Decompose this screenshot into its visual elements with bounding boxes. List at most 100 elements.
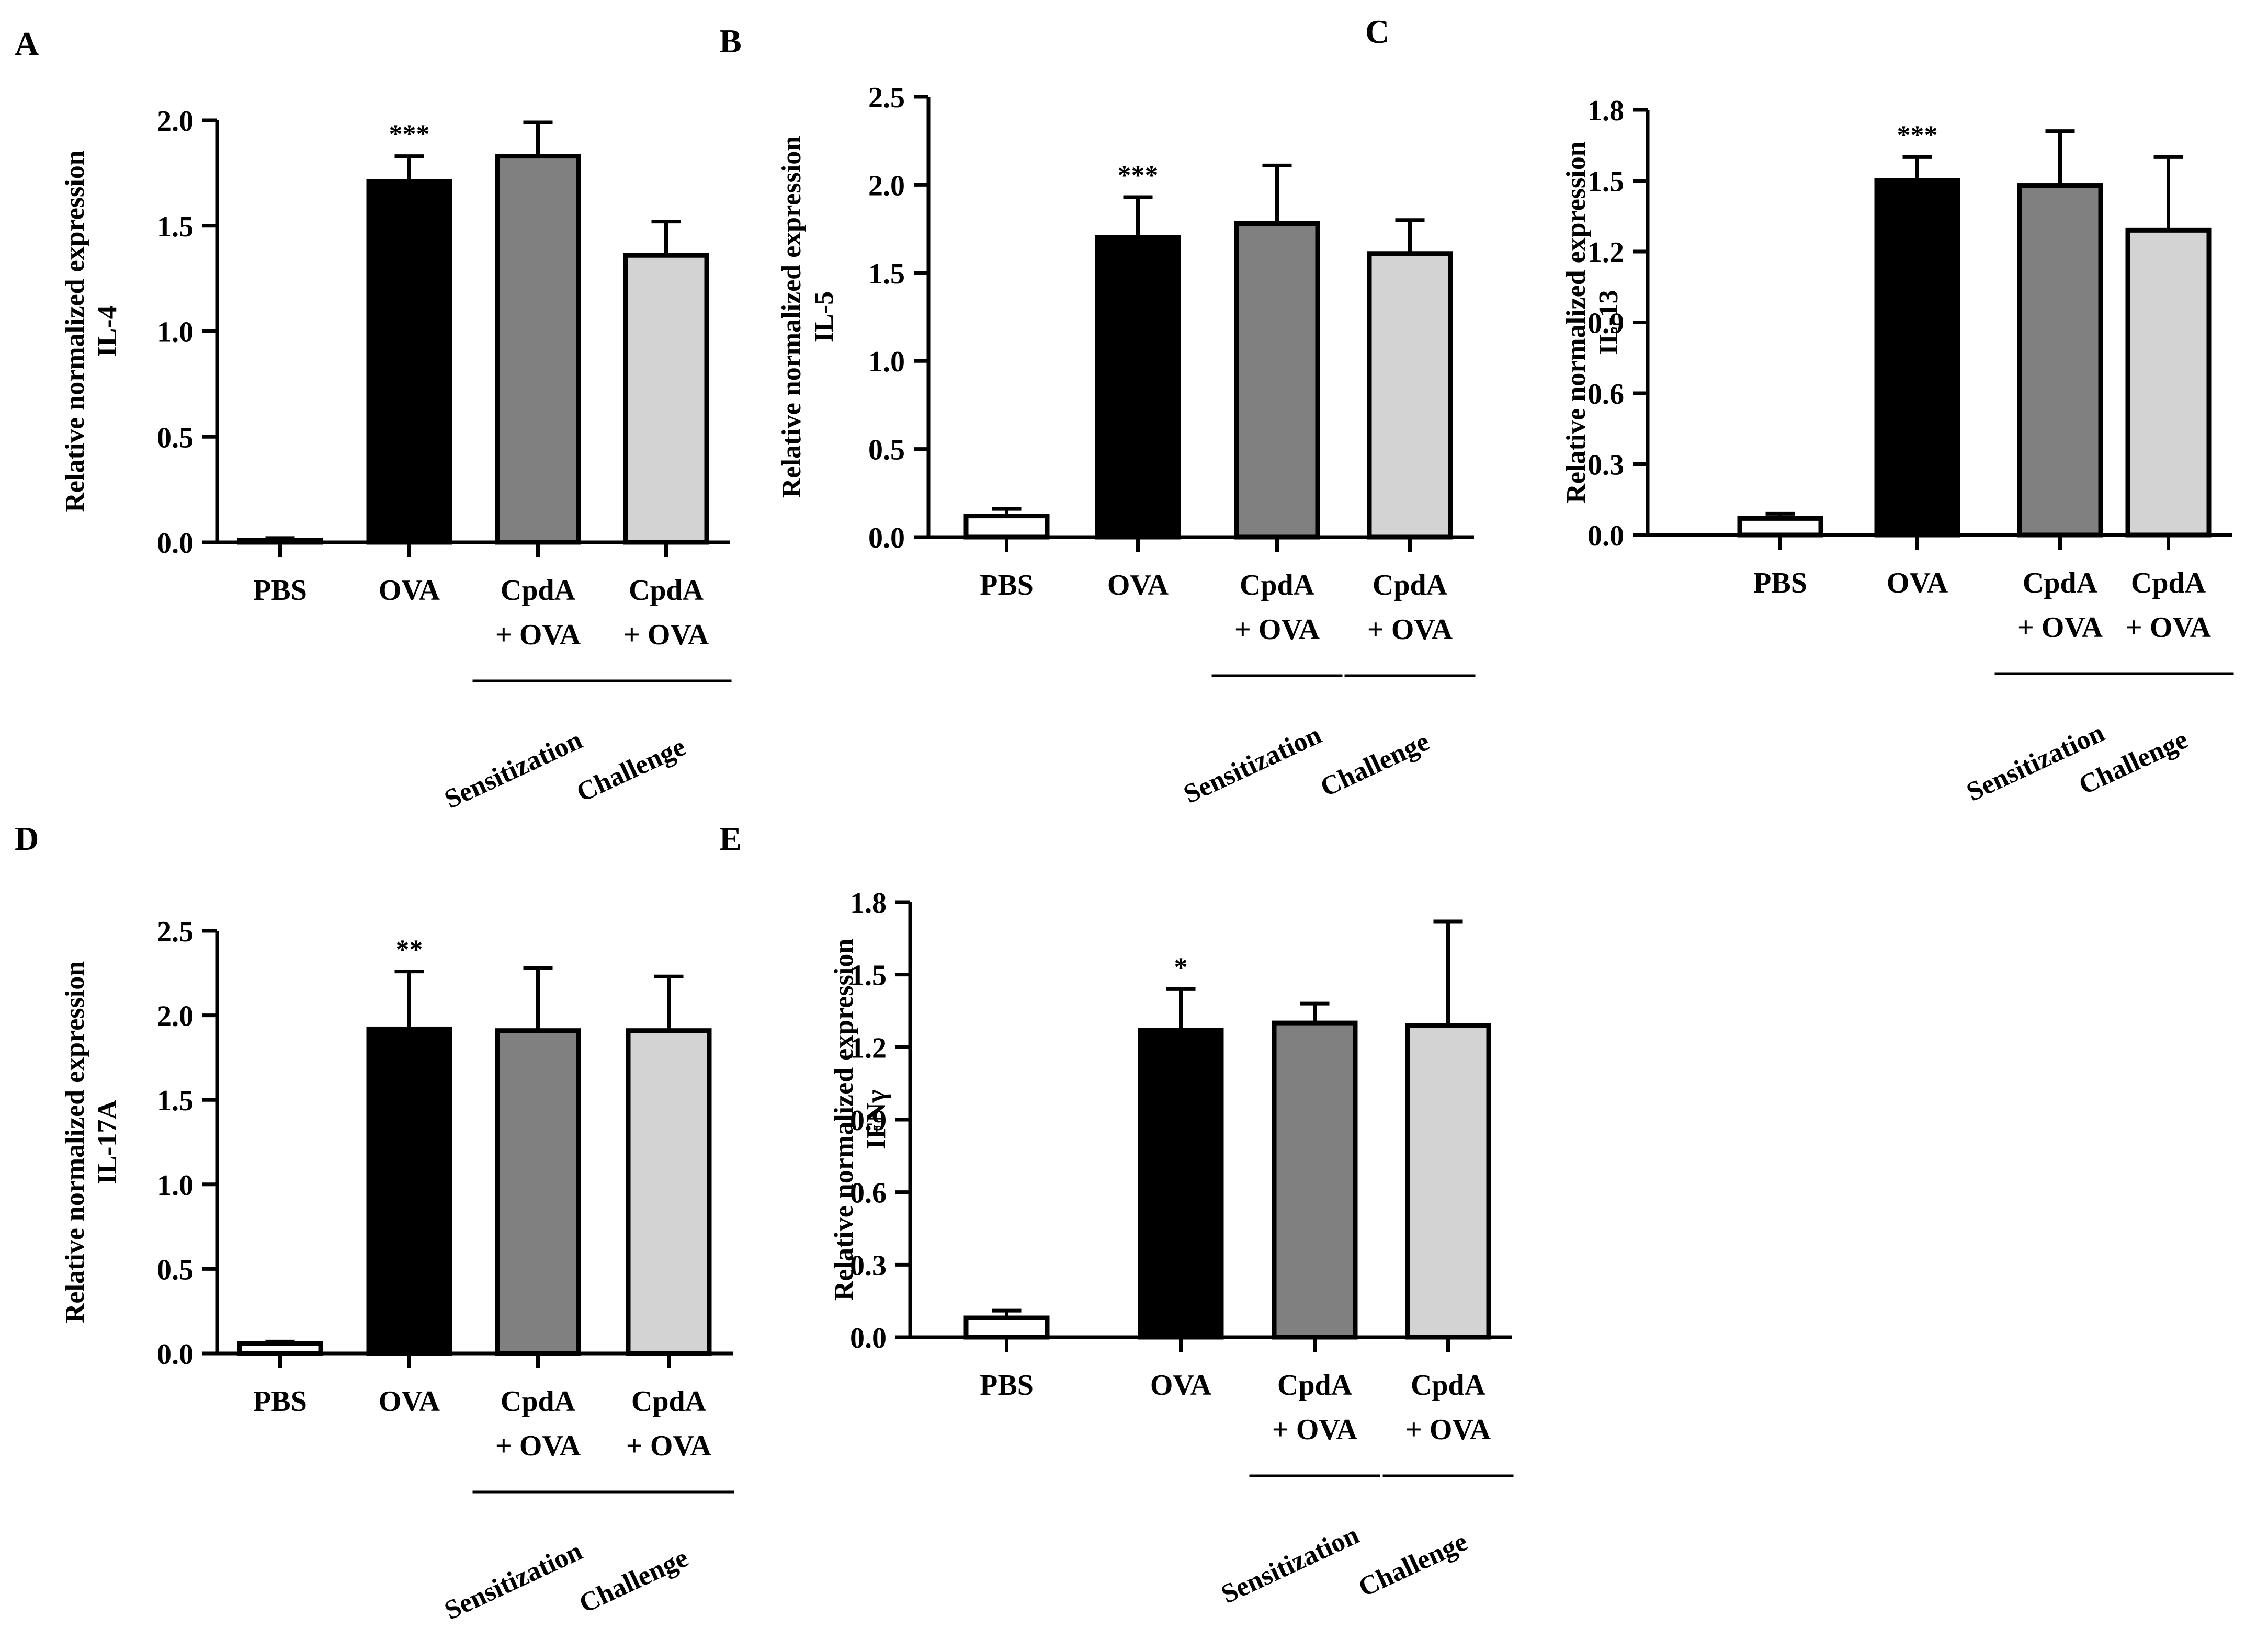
panel-d: D 0.0 0.5 1.0 1.5 2.0 2.5 Relative normalized e… [15, 820, 734, 1626]
bar-chal [2125, 227, 2212, 538]
significance-label: *** [389, 120, 430, 150]
y-axis-label-gene: IL-13 [1594, 290, 1624, 355]
bar-pbs [237, 1341, 323, 1356]
bar-ova [1138, 1028, 1224, 1340]
group-label-sensitization: Sensitization [440, 1536, 587, 1625]
bar-chal [626, 1028, 712, 1356]
category-label-line: + OVA [626, 1430, 712, 1462]
category-label: CpdA + OVA [1272, 1369, 1358, 1446]
bar-chal [1367, 251, 1453, 540]
category-label: OVA [379, 1385, 440, 1418]
y-axis-label-line: Relative normalized expression [1561, 141, 1591, 503]
category-label-line: + OVA [495, 619, 581, 651]
group-label-challenge: Challenge [575, 1543, 693, 1619]
significance-label: * [1174, 952, 1188, 982]
panel-a: A 0.0 0.5 1.0 1.5 2.0 Relative normalized expr… [15, 25, 732, 815]
category-label: PBS [1753, 567, 1807, 599]
bar-sens [495, 154, 581, 545]
category-label-line: PBS [980, 1369, 1034, 1402]
y-axis-label-line: Relative normalized expression [60, 150, 90, 512]
y-tick-label: 0.5 [157, 422, 194, 454]
category-label: CpdA + OVA [1405, 1369, 1491, 1446]
y-tick-label: 1.5 [157, 1085, 194, 1117]
y-axis-label-gene: IL-4 [93, 305, 122, 357]
category-label-line: OVA [1887, 567, 1948, 599]
y-tick-label: 1.2 [850, 1032, 887, 1064]
category-label-line: + OVA [1234, 613, 1320, 646]
y-tick-label: 2.5 [157, 916, 194, 948]
panel-c: C 0.0 0.3 0.6 0.9 1.2 1.5 1.8 Relative normalize… [1365, 13, 2234, 807]
category-label: PBS [253, 574, 307, 607]
bar-ova [366, 179, 452, 545]
category-label: PBS [980, 1369, 1034, 1402]
category-label-line: OVA [379, 574, 440, 607]
y-tick-label: 0.9 [1587, 308, 1624, 340]
category-label-line: OVA [379, 1385, 440, 1418]
y-tick-label: 1.8 [1587, 95, 1624, 127]
y-tick-label: 0.3 [850, 1249, 887, 1282]
category-label: OVA [1107, 569, 1169, 601]
category-label-line: PBS [1753, 567, 1807, 599]
y-tick-label: 1.5 [868, 258, 905, 290]
y-tick-label: 1.8 [850, 887, 887, 919]
bar-chal [1405, 1023, 1491, 1340]
category-label: PBS [980, 569, 1034, 601]
category-label: CpdA + OVA [623, 574, 709, 651]
y-tick-label: 0.0 [157, 527, 194, 560]
y-tick-label: 1.0 [157, 1169, 194, 1202]
category-label: CpdA + OVA [1234, 569, 1320, 646]
significance-label: ** [396, 935, 423, 965]
bar-pbs [963, 1315, 1050, 1340]
significance-label: *** [1118, 161, 1159, 190]
y-tick-label: 2.0 [868, 169, 905, 202]
category-label-line: CpdA [501, 1385, 576, 1418]
bar-pbs [963, 514, 1050, 540]
category-label-line: CpdA [1240, 569, 1315, 601]
y-axis-label-gene: IFNγ [861, 1090, 891, 1149]
bar-sens [495, 1028, 581, 1356]
category-label: CpdA + OVA [2126, 567, 2212, 644]
group-label-sensitization: Sensitization [440, 725, 587, 814]
category-label-line: + OVA [2126, 611, 2212, 644]
bar-sens [1272, 1020, 1358, 1340]
category-label-line: PBS [253, 574, 307, 607]
y-tick-label: 0.0 [157, 1338, 194, 1371]
category-label-line: CpdA [2131, 567, 2206, 599]
category-label: CpdA + OVA [626, 1385, 712, 1462]
y-tick-label: 2.0 [157, 105, 194, 138]
y-axis-label-gene: IL-17A [93, 1100, 122, 1185]
y-axis-label: Relative normalized expressionIFNγ [829, 939, 891, 1301]
category-label-line: PBS [980, 569, 1034, 601]
panel-letter: E [719, 820, 742, 857]
y-axis-label: Relative normalized expressionIL-17A [60, 961, 122, 1323]
category-label: OVA [1150, 1369, 1212, 1402]
category-label-line: CpdA [501, 574, 576, 607]
group-label-sensitization: Sensitization [1179, 720, 1326, 809]
y-tick-label: 0.5 [868, 434, 905, 466]
panel-e: E 0.0 0.3 0.6 0.9 1.2 1.5 1.8 Relative normalize… [719, 820, 1514, 1610]
category-label-line: + OVA [1405, 1414, 1491, 1446]
group-label-sensitization: Sensitization [1217, 1520, 1364, 1609]
y-tick-label: 1.5 [850, 960, 887, 992]
y-tick-label: 0.0 [850, 1322, 887, 1354]
bar-pbs [237, 538, 323, 545]
bar-sens [2017, 183, 2103, 538]
group-label-challenge: Challenge [1316, 726, 1434, 803]
group-label-challenge: Challenge [572, 732, 690, 808]
y-tick-label: 2.0 [157, 1000, 194, 1033]
category-label-line: + OVA [495, 1430, 581, 1462]
panel-letter: A [15, 25, 39, 62]
y-tick-label: 0.3 [1587, 449, 1624, 482]
category-label: OVA [1887, 567, 1948, 599]
category-label: CpdA + OVA [495, 574, 581, 651]
category-label-line: CpdA [1277, 1369, 1353, 1402]
y-tick-label: 1.5 [157, 211, 194, 243]
bar-ova [366, 1026, 452, 1356]
panel-letter: C [1365, 13, 1389, 50]
category-label-line: OVA [1107, 569, 1169, 601]
y-axis-label-line: Relative normalized expression [60, 961, 90, 1323]
panel-letter: B [719, 22, 742, 60]
category-label-line: PBS [253, 1385, 307, 1418]
category-label-line: + OVA [623, 619, 709, 651]
